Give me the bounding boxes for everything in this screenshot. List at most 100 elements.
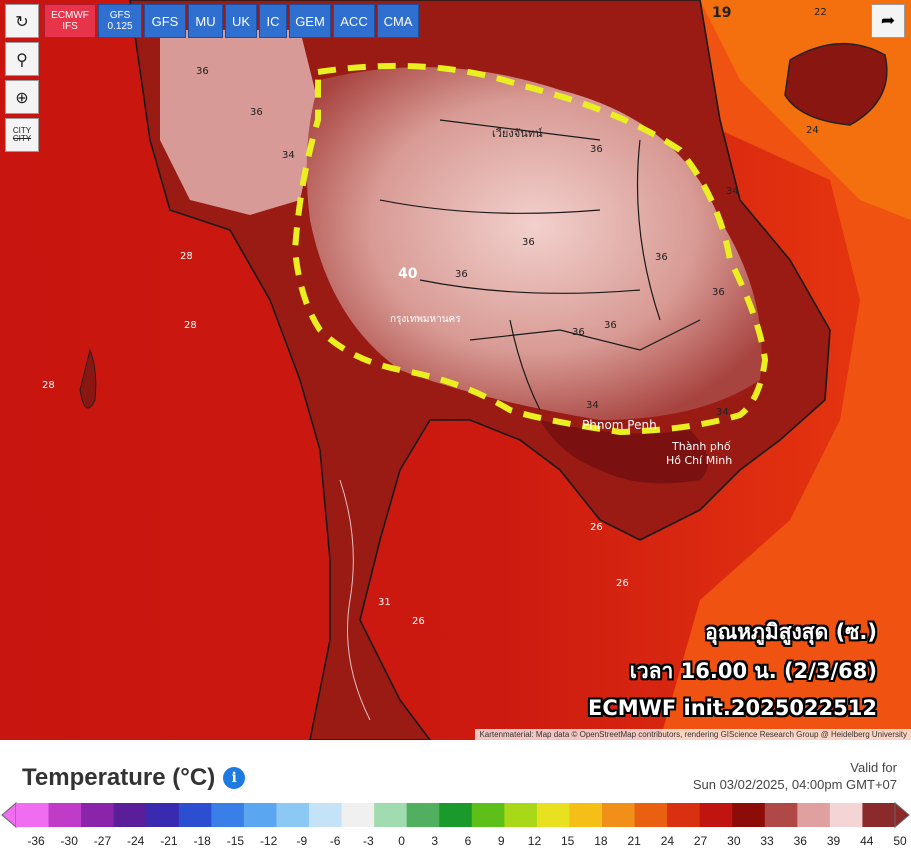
scale-tick-label: 15: [561, 834, 575, 848]
scale-segment: [113, 803, 147, 827]
scale-tick-label: -24: [127, 834, 145, 848]
scale-segment: [341, 803, 375, 827]
scale-segment: [243, 803, 277, 827]
refresh-icon[interactable]: ↻: [5, 4, 39, 38]
legend-title: Temperature (°C) i: [22, 764, 246, 792]
scale-segment: [406, 803, 440, 827]
model-button-cma[interactable]: CMA: [377, 4, 419, 38]
scale-segment: [764, 803, 798, 827]
model-button-gfs[interactable]: GFS: [144, 4, 186, 38]
scale-tick-label: 24: [660, 834, 675, 848]
place-label-vientiane: เวียงจันทน์: [492, 127, 543, 140]
contour-label: 36: [572, 327, 585, 338]
contour-label: 28: [184, 320, 197, 331]
scale-segment: [374, 803, 408, 827]
city-label-bottom: CITY: [12, 134, 32, 143]
contour-label: 36: [250, 107, 263, 118]
scale-tick-label: -36: [27, 834, 45, 848]
scale-segment: [829, 803, 863, 827]
scale-tick-label: 12: [527, 834, 542, 848]
scale-segment: [178, 803, 212, 827]
south-china-sea: [640, 0, 911, 740]
map-tools: ↻ ⚲ ⊕ CITY CITY: [5, 4, 39, 152]
scale-segment: [309, 803, 343, 827]
country-borders: [379, 119, 701, 411]
contour-label: 34: [726, 186, 739, 197]
contour-label: 34: [716, 407, 729, 418]
scale-segment: [211, 803, 245, 827]
scale-segment: [504, 803, 538, 827]
scale-tick-label: 21: [627, 834, 641, 848]
zoom-icon[interactable]: ⊕: [5, 80, 39, 114]
contour-label: 36: [196, 66, 209, 77]
scale-segment: [862, 803, 896, 827]
map-attribution: Kartenmaterial: Map data © OpenStreetMap…: [475, 729, 911, 740]
model-button-mu[interactable]: MU: [188, 4, 223, 38]
scale-arrow-left: [1, 802, 17, 829]
scale-segment: [732, 803, 766, 827]
model-button-gfs-0125[interactable]: GFS 0.125: [98, 4, 142, 38]
caption-title: อุณหภูมิสูงสุด (ซ.): [705, 620, 877, 644]
city-label-top: CITY: [12, 126, 32, 135]
valid-time: Sun 03/02/2025, 04:00pm GMT+07: [692, 777, 897, 792]
valid-label: Valid for: [850, 760, 897, 775]
thailand-laos-hot-area: [306, 67, 762, 420]
scale-tick-label: 0: [398, 834, 405, 848]
model-button-uk[interactable]: UK: [225, 4, 257, 38]
model-button-gem[interactable]: GEM: [289, 4, 331, 38]
map-canvas: [0, 0, 911, 740]
scale-arrow-right: [894, 802, 910, 829]
scale-segment: [16, 803, 50, 827]
contour-label: 22: [814, 7, 827, 18]
scale-segment: [699, 803, 733, 827]
scale-segment: [569, 803, 603, 827]
hainan-island: [784, 42, 888, 126]
scale-tick-label: 18: [594, 834, 608, 848]
scale-segment: [471, 803, 505, 827]
share-icon[interactable]: ➦: [871, 4, 905, 38]
scale-tick-label: 36: [793, 834, 807, 848]
andaman-islands: [79, 348, 97, 409]
color-scale: [1, 802, 910, 829]
location-pin-icon[interactable]: ⚲: [5, 42, 39, 76]
scale-segment: [797, 803, 831, 827]
scale-segment: [48, 803, 82, 827]
scale-segment: [536, 803, 570, 827]
contour-label: 36: [522, 237, 535, 248]
model-selector: ECMWF IFS GFS 0.125 GFS MU UK IC GEM ACC C…: [44, 4, 419, 38]
contour-label: 40: [398, 266, 418, 282]
place-label-bangkok: กรุงเทพมหานคร: [390, 314, 461, 325]
scale-tick-label: -3: [362, 834, 374, 848]
cambodia-coast: [540, 420, 708, 484]
scale-tick-label: -27: [93, 834, 112, 848]
model-button-ic[interactable]: IC: [259, 4, 287, 38]
scale-tick-label: 27: [693, 834, 708, 848]
contour-label: 36: [655, 252, 668, 263]
contour-label: 36: [590, 144, 603, 155]
scale-tick-label: -15: [226, 834, 245, 848]
caption-init: ECMWF init.2025022512: [588, 696, 877, 720]
temperature-map[interactable]: ↻ ⚲ ⊕ CITY CITY ECMWF IFS GFS 0.125 GFS MU …: [0, 0, 911, 740]
scale-tick-label: 39: [826, 834, 841, 848]
scale-segment: [276, 803, 310, 827]
myanmar-hot-area: [160, 30, 320, 215]
caption-time: เวลา 16.00 น. (2/3/68): [629, 659, 877, 683]
contour-label: 24: [806, 125, 819, 136]
city-toggle-button[interactable]: CITY CITY: [5, 118, 39, 152]
scale-tick-label: -21: [160, 834, 178, 848]
model-button-acc[interactable]: ACC: [333, 4, 375, 38]
contour-label: 26: [616, 578, 629, 589]
contour-label: 36: [455, 269, 468, 280]
scale-tick-label: 3: [431, 834, 439, 848]
contour-label: 26: [590, 522, 603, 533]
scale-tick-label: -30: [60, 834, 78, 848]
contour-label: 34: [282, 150, 295, 161]
scale-segment: [146, 803, 180, 827]
scale-tick-label: 6: [464, 834, 472, 848]
scale-segment: [439, 803, 473, 827]
contour-label: 28: [180, 251, 193, 262]
contour-label: 36: [604, 320, 617, 331]
info-icon[interactable]: i: [223, 767, 246, 789]
contour-label: 31: [378, 597, 391, 608]
model-button-ecmwf[interactable]: ECMWF IFS: [44, 4, 96, 38]
